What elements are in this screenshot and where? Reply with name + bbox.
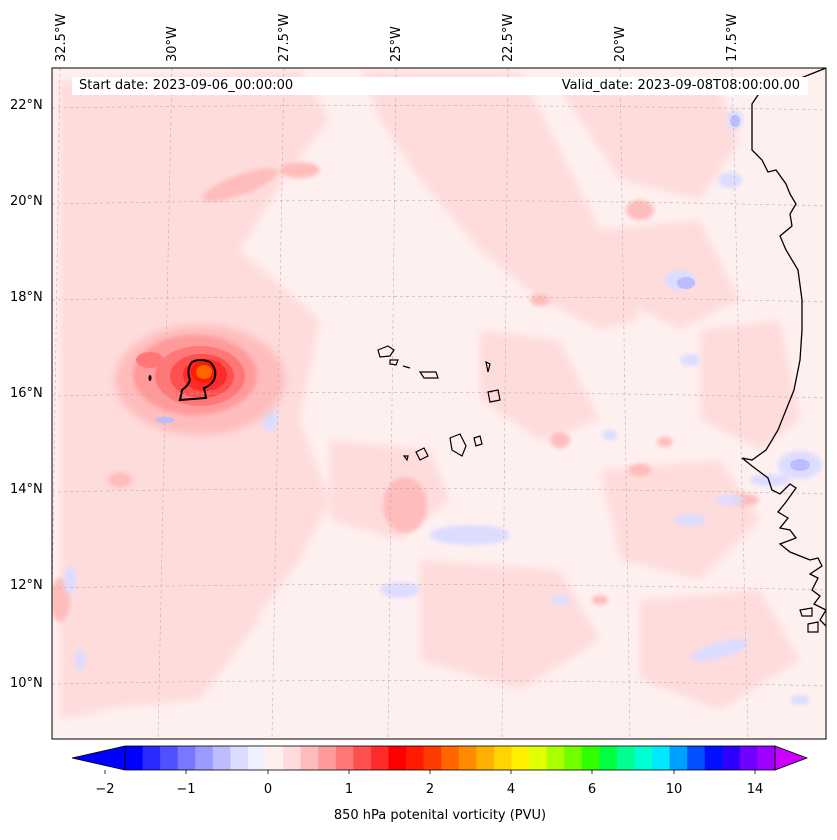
colorbar-tick-label: 10 <box>665 782 683 797</box>
african-coastline <box>741 68 826 627</box>
colorbar-segment <box>476 746 495 770</box>
colorbar-segment <box>757 746 776 770</box>
lon-label-30w: 30°W <box>165 26 180 62</box>
colorbar-segment <box>599 746 618 770</box>
colorbar-tick-label: 4 <box>506 782 516 797</box>
colorbar-segment <box>529 746 548 770</box>
colorbar-tick-label: −2 <box>95 782 115 797</box>
colorbar-segment <box>493 746 513 770</box>
colorbar-under-extension <box>71 745 126 771</box>
lat-label-12n: 12°N <box>10 578 43 593</box>
lat-label-20n: 20°N <box>10 194 43 209</box>
colorbar-tick-label: 6 <box>587 782 597 797</box>
valid-date-label: Valid_date: 2023-09-08T08:00:00.00 <box>561 78 800 93</box>
colorbar-tick-label: 1 <box>344 782 354 797</box>
lat-label-16n: 16°N <box>10 386 43 401</box>
lon-label-25w: 25°W <box>389 26 404 62</box>
colorbar-segment <box>177 746 196 770</box>
colorbar-segment <box>160 746 179 770</box>
colorbar-segment <box>283 746 302 770</box>
pv-maximum <box>115 325 285 435</box>
colorbar-segment <box>142 746 161 770</box>
graticule <box>52 68 826 739</box>
colorbar-segment <box>634 746 653 770</box>
colorbar-tick-label: 14 <box>746 782 764 797</box>
colorbar-segment <box>406 746 425 770</box>
colorbar-segment <box>616 746 636 770</box>
colorbar-segment <box>564 746 583 770</box>
colorbar-tick-label: 0 <box>263 782 273 797</box>
pv-field <box>52 68 826 739</box>
colorbar-segment <box>704 746 723 770</box>
colorbar-segment <box>370 746 390 770</box>
lon-label-27-5w: 27.5°W <box>277 13 292 62</box>
lat-label-14n: 14°N <box>10 482 43 497</box>
colorbar-segment <box>687 746 706 770</box>
colorbar-segment <box>300 746 319 770</box>
lon-label-32-5w: 32.5°W <box>54 13 69 62</box>
colorbar-segment <box>230 746 249 770</box>
lat-label-22n: 22°N <box>10 98 43 113</box>
colorbar-segment <box>318 746 337 770</box>
colorbar-segment <box>652 746 671 770</box>
colorbar-segment <box>353 746 372 770</box>
colorbar-segment <box>581 746 600 770</box>
lon-label-22-5w: 22.5°W <box>501 13 516 62</box>
colorbar-segment <box>335 746 354 770</box>
colorbar-segment <box>722 746 741 770</box>
colorbar-frame <box>124 745 776 771</box>
colorbar-tick-label: −1 <box>176 782 196 797</box>
lat-label-18n: 18°N <box>10 290 43 305</box>
colorbar <box>71 745 809 774</box>
pv-negative-core-3 <box>730 115 740 127</box>
colorbar-segment <box>195 746 214 770</box>
cape-verde-islands <box>377 345 501 462</box>
colorbar-segment <box>669 746 688 770</box>
lon-label-20w: 20°W <box>613 26 628 62</box>
colorbar-segment <box>388 746 407 770</box>
map-frame <box>51 67 827 740</box>
bijagos-islands <box>799 607 819 633</box>
colorbar-segment <box>441 746 460 770</box>
pv-negative-core-2 <box>790 459 810 471</box>
start-date-label: Start date: 2023-09-06_00:00:00 <box>79 78 294 93</box>
colorbar-segment <box>458 746 477 770</box>
colorbar-segment <box>125 746 144 770</box>
colorbar-segment <box>423 746 442 770</box>
pv-negative-core-1 <box>677 277 695 289</box>
date-banner <box>72 77 808 95</box>
colorbar-segment <box>247 746 267 770</box>
colorbar-tick-label: 2 <box>425 782 435 797</box>
colorbar-segment <box>212 746 232 770</box>
colorbar-segment <box>739 746 759 770</box>
lon-label-17-5w: 17.5°W <box>725 13 740 62</box>
colorbar-segment <box>511 746 530 770</box>
colorbar-label: 850 hPa potenital vorticity (PVU) <box>333 808 547 823</box>
lat-label-10n: 10°N <box>10 676 43 691</box>
colorbar-over-extension <box>774 745 809 771</box>
colorbar-segment <box>546 746 565 770</box>
colorbar-segment <box>265 746 284 770</box>
